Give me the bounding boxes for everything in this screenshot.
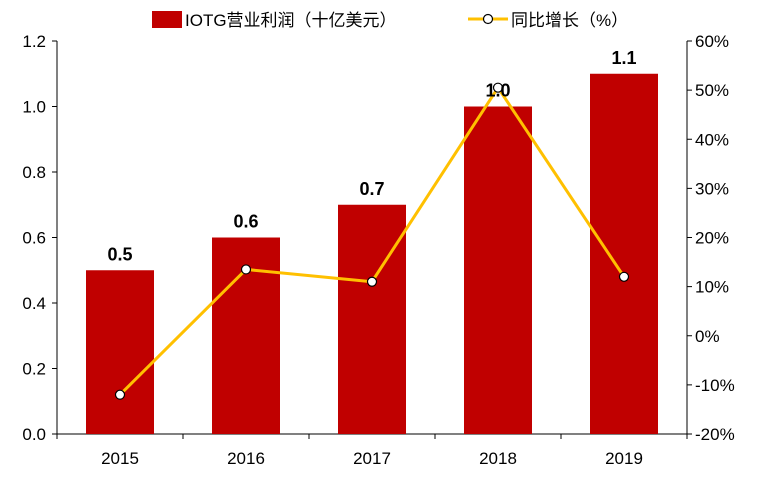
right-tick-label: -10%	[695, 376, 735, 395]
right-tick-label: -20%	[695, 425, 735, 444]
bar	[464, 106, 532, 434]
right-tick-label: 10%	[695, 278, 729, 297]
right-tick-label: 0%	[695, 327, 720, 346]
bar	[338, 204, 406, 434]
bar-data-label: 0.6	[233, 212, 258, 232]
growth-point	[492, 82, 504, 93]
bar	[86, 270, 154, 434]
bars	[86, 73, 658, 434]
growth-point	[618, 271, 630, 282]
right-tick-label: 40%	[695, 130, 729, 149]
left-tick-label: 0.4	[22, 294, 46, 313]
growth-point	[366, 276, 378, 287]
legend-line-marker	[482, 13, 494, 25]
left-tick-label: 0.0	[22, 425, 46, 444]
left-tick-label: 1.2	[22, 32, 46, 51]
growth-line	[114, 82, 630, 400]
right-tick-label: 30%	[695, 179, 729, 198]
x-tick-label: 2018	[479, 449, 517, 468]
right-tick-label: 60%	[695, 32, 729, 51]
legend: IOTG营业利润（十亿美元） 同比增长（%）	[152, 11, 628, 30]
left-tick-label: 1.0	[22, 98, 46, 117]
x-tick-label: 2016	[227, 449, 265, 468]
growth-point	[114, 389, 126, 400]
axes: 0.0 0.2 0.4 0.6 0.8 1.0 1.2 -20% -10% 0% 10% 20% 30%…	[22, 32, 734, 468]
bar-data-label: 1.1	[611, 48, 636, 68]
right-tick-label: 50%	[695, 81, 729, 100]
legend-bar-swatch	[152, 11, 182, 28]
left-tick-label: 0.6	[22, 229, 46, 248]
bar	[590, 73, 658, 434]
left-tick-label: 0.8	[22, 163, 46, 182]
right-tick-label: 20%	[695, 229, 729, 248]
x-tick-label: 2017	[353, 449, 391, 468]
x-tick-label: 2015	[101, 449, 139, 468]
x-tick-label: 2019	[605, 449, 643, 468]
legend-bar-label: IOTG营业利润（十亿美元）	[185, 11, 397, 30]
bar-data-label: 1.0	[485, 81, 510, 101]
data-labels: 0.5 0.6 0.7 1.0 1.1	[107, 48, 636, 265]
growth-point	[240, 264, 252, 275]
bar-data-label: 0.7	[359, 179, 384, 199]
left-tick-label: 0.2	[22, 360, 46, 379]
legend-line-label: 同比增长（%）	[511, 11, 628, 30]
bar-data-label: 0.5	[107, 244, 132, 264]
